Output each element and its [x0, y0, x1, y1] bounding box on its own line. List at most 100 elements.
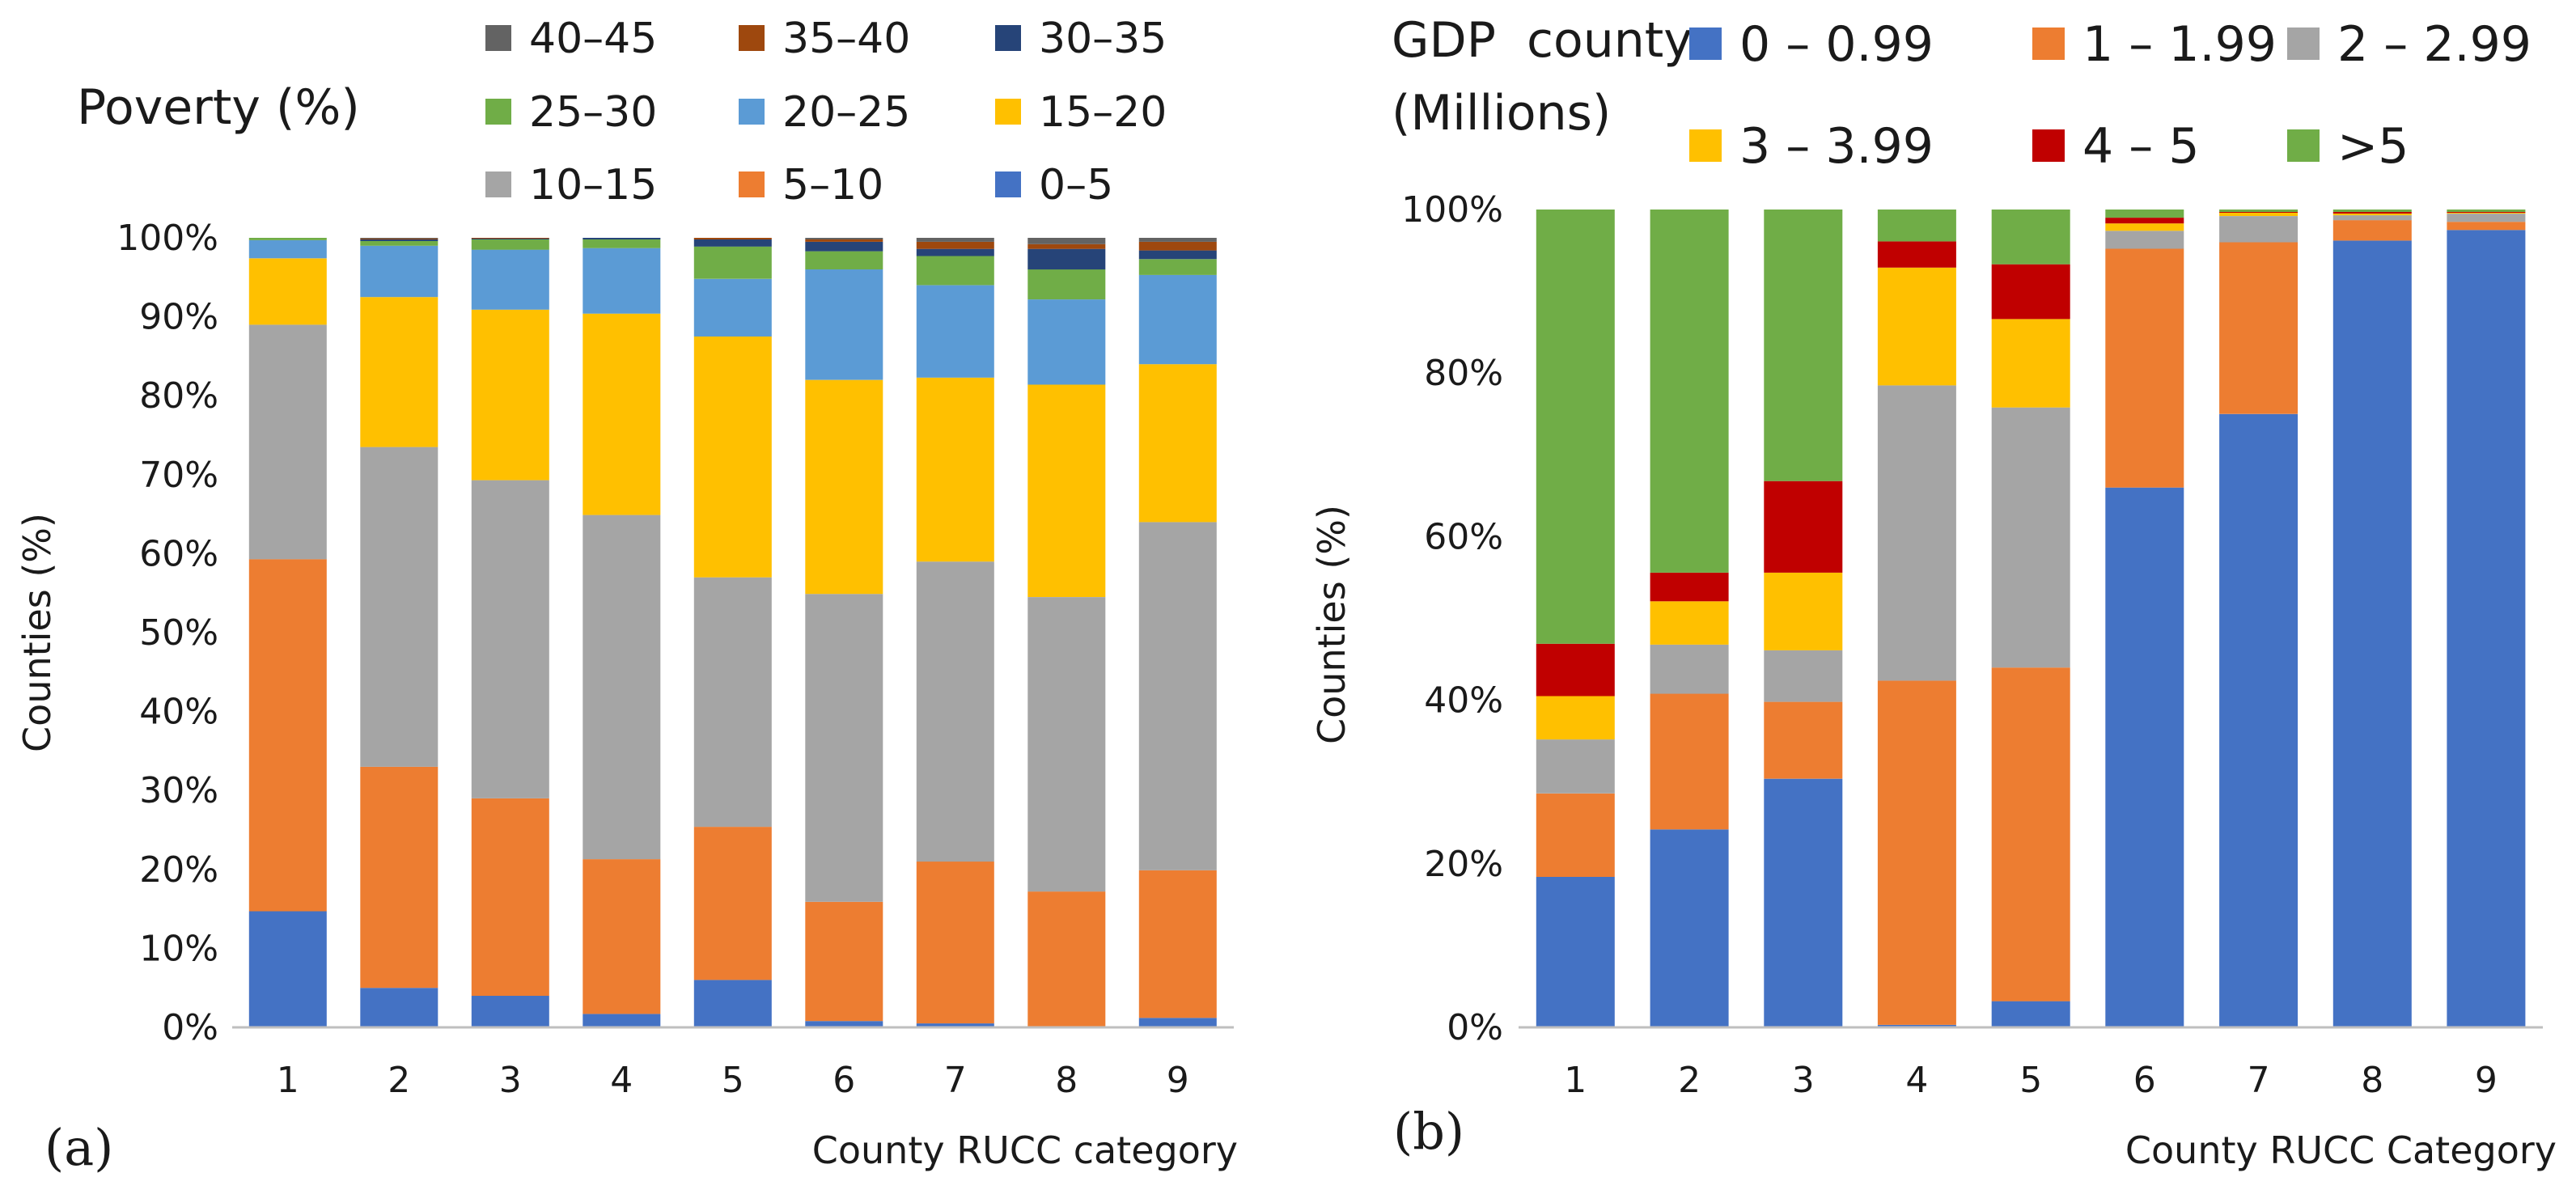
b-x-tick-label-9: 9	[2475, 1060, 2498, 1101]
a-bar-7-series-0	[916, 1023, 994, 1027]
a-bar-2-series-8	[360, 238, 439, 239]
b-y-tick-label-5: 100%	[1401, 189, 1503, 231]
b-x-tick-label-5: 5	[2019, 1060, 2042, 1101]
a-legend-label-5-10: 5–10	[782, 161, 883, 210]
a-legend-swatch-30-35	[995, 25, 1021, 51]
a-bar-9-series-6	[1138, 250, 1217, 260]
a-bar-7-series-3	[916, 377, 994, 562]
a-bar-8-series-3	[1027, 384, 1106, 597]
a-x-tick-label-9: 9	[1167, 1060, 1189, 1101]
b-bar-6-series-4	[2105, 218, 2184, 224]
a-y-axis-title: Counties (%)	[15, 513, 59, 752]
b-bar-5-series-4	[1991, 264, 2070, 320]
b-x-tick-label-8: 8	[2361, 1060, 2383, 1101]
b-bar-4-series-4	[1877, 241, 1956, 268]
a-bar-5-series-4	[693, 278, 772, 337]
a-bar-3-series-7	[471, 238, 549, 239]
a-bar-9-series-3	[1138, 364, 1217, 523]
a-legend-swatch-40-45	[485, 25, 511, 51]
a-x-tick-label-8: 8	[1055, 1060, 1078, 1101]
a-bar-6-series-4	[805, 269, 883, 380]
a-legend-swatch-10-15	[485, 171, 511, 197]
b-x-tick-label-2: 2	[1678, 1060, 1701, 1101]
b-chart-title-line-0: GDP county	[1392, 12, 1693, 69]
a-bar-4-series-2	[583, 514, 661, 860]
b-bar-4-series-2	[1877, 385, 1956, 681]
a-bar-6-series-0	[805, 1021, 883, 1027]
b-legend-label-5: >5	[2337, 118, 2409, 175]
b-bar-8-series-2	[2332, 215, 2412, 221]
b-bar-1-series-4	[1536, 643, 1615, 696]
a-y-tick-label-8: 80%	[139, 375, 218, 417]
chart-a-poverty: 1 2 3 4 5 6 7 8 90%10%20%30%40%50%60%70%80%90%10…	[15, 15, 1238, 1177]
a-bar-2-series-0	[360, 988, 439, 1027]
a-bar-7-series-7	[916, 241, 994, 249]
a-y-tick-label-5: 50%	[139, 612, 218, 654]
b-legend-label-0-0-99: 0 – 0.99	[1739, 16, 1934, 73]
b-bar-6-series-0	[2105, 487, 2184, 1027]
b-y-tick-label-1: 20%	[1424, 844, 1503, 885]
a-legend-swatch-20-25	[739, 99, 765, 125]
a-bar-9-series-5	[1138, 259, 1217, 275]
a-bar-7-series-5	[916, 256, 994, 286]
a-bar-8-series-8	[1027, 238, 1106, 244]
b-bar-8-series-3	[2332, 214, 2412, 216]
a-legend-label-40-45: 40–45	[529, 15, 657, 63]
b-bar-6-series-5	[2105, 210, 2184, 218]
a-bar-9-series-0	[1138, 1018, 1217, 1027]
a-bar-6-series-3	[805, 379, 883, 595]
a-y-tick-label-1: 10%	[139, 928, 218, 969]
a-bar-3-series-5	[471, 239, 549, 250]
b-bar-5-series-2	[1991, 407, 2070, 668]
b-bar-5-series-0	[1991, 1001, 2070, 1027]
a-bar-5-series-3	[693, 337, 772, 578]
b-bar-9-series-3	[2447, 213, 2526, 214]
a-bar-4-series-4	[583, 248, 661, 314]
b-bar-3-series-3	[1764, 572, 1843, 650]
b-legend-swatch-5	[2287, 129, 2320, 162]
a-bar-2-series-2	[360, 447, 439, 767]
b-legend-swatch-0-0-99	[1689, 28, 1722, 60]
a-bar-8-series-6	[1027, 248, 1106, 270]
a-bar-7-series-2	[916, 561, 994, 862]
a-bar-6-series-5	[805, 251, 883, 269]
a-bar-5-series-2	[693, 577, 772, 828]
b-bar-7-series-4	[2219, 212, 2298, 213]
b-bar-1-series-2	[1536, 739, 1615, 794]
a-bar-5-series-6	[693, 239, 772, 247]
a-bar-9-series-4	[1138, 274, 1217, 365]
b-x-axis-title: County RUCC Category	[2125, 1128, 2557, 1172]
a-bar-2-series-1	[360, 766, 439, 989]
b-bar-6-series-3	[2105, 223, 2184, 231]
a-bar-2-series-5	[360, 240, 439, 246]
b-y-tick-label-0: 0%	[1447, 1007, 1503, 1048]
a-panel-label: (a)	[44, 1118, 113, 1177]
b-bar-5-series-5	[1991, 210, 2070, 265]
b-legend-swatch-4-5	[2032, 129, 2065, 162]
a-x-tick-label-5: 5	[722, 1060, 744, 1101]
a-bar-7-series-6	[916, 248, 994, 256]
a-bar-8-series-1	[1027, 891, 1106, 1027]
a-bar-9-series-8	[1138, 238, 1217, 242]
a-legend-label-15-20: 15–20	[1039, 88, 1167, 137]
b-legend-swatch-1-1-99	[2032, 28, 2065, 60]
a-y-tick-label-7: 70%	[139, 455, 218, 496]
b-x-tick-label-6: 6	[2133, 1060, 2156, 1101]
a-y-tick-label-3: 30%	[139, 770, 218, 811]
b-bar-7-series-5	[2219, 210, 2298, 212]
a-x-tick-label-2: 2	[388, 1060, 410, 1101]
a-y-tick-label-2: 20%	[139, 849, 218, 891]
a-bar-5-series-1	[693, 827, 772, 980]
b-bar-3-series-1	[1764, 701, 1843, 779]
a-y-tick-label-6: 60%	[139, 533, 218, 574]
b-bar-1-series-3	[1536, 696, 1615, 740]
b-bar-3-series-2	[1764, 650, 1843, 702]
a-x-tick-label-7: 7	[944, 1060, 967, 1101]
a-bar-8-series-5	[1027, 269, 1106, 300]
a-x-tick-label-6: 6	[833, 1060, 855, 1101]
b-bar-2-series-5	[1650, 210, 1729, 573]
b-bar-8-series-4	[2332, 212, 2412, 214]
a-bar-7-series-4	[916, 285, 994, 378]
b-bar-9-series-5	[2447, 210, 2526, 212]
b-bar-2-series-3	[1650, 601, 1729, 645]
